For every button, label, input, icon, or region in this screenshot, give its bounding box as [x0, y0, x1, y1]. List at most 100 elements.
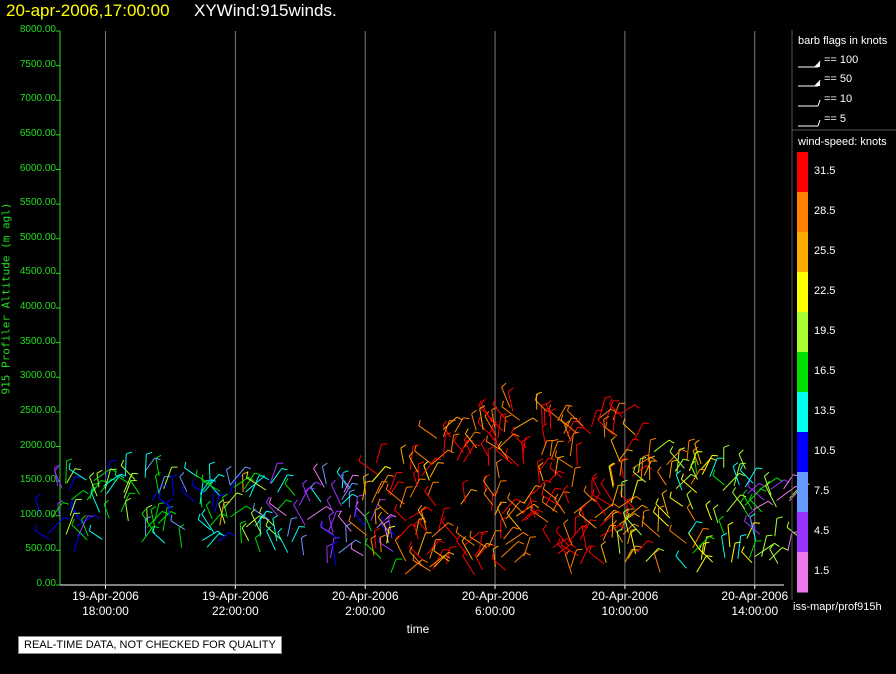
wind-barb-flag [349, 489, 355, 493]
wind-barb [505, 453, 520, 467]
wind-barb [229, 466, 246, 486]
wind-barb-flag [205, 500, 211, 506]
wind-barb-flag [742, 489, 748, 495]
wind-barb-flag [507, 387, 514, 392]
wind-barb [171, 477, 175, 496]
wind-barb [277, 474, 288, 493]
wind-barb [146, 507, 148, 524]
wind-barb [433, 550, 450, 562]
wind-barb [456, 440, 468, 461]
wind-barb [208, 464, 211, 480]
wind-barb [737, 535, 742, 559]
wind-barb [761, 535, 767, 557]
x-tick-label: 20-Apr-2006 6:00:00 [445, 589, 545, 619]
wind-barb-flag [62, 502, 69, 505]
wind-barb-flag [449, 546, 456, 548]
wind-barb-flag [608, 462, 615, 467]
wind-barb-flag [680, 473, 684, 480]
wind-barb-flag [381, 443, 388, 445]
wind-barb [348, 520, 367, 536]
wind-barb [498, 446, 509, 460]
wind-barb [341, 493, 353, 505]
wind-barb-flag [146, 504, 153, 509]
wind-barb [692, 536, 710, 554]
wind-barb [492, 548, 496, 567]
wind-barb-flag [622, 417, 626, 424]
wind-barb [748, 514, 756, 531]
wind-barb-flag [617, 528, 623, 533]
wind-barb-flag [710, 457, 717, 461]
wind-barb [270, 468, 283, 484]
wind-barb-flag [504, 448, 509, 455]
wind-barb-flag [650, 437, 657, 441]
wind-barb-flag [455, 526, 459, 533]
wind-barb [104, 469, 111, 489]
wind-barb [568, 525, 583, 543]
wind-barb [463, 444, 475, 463]
wind-barb-flag [70, 498, 75, 504]
flag-label-100: == 100 [824, 54, 859, 66]
wind-barb [408, 506, 428, 519]
wind-barb-flag [266, 526, 272, 532]
wind-barb-flag [171, 473, 178, 478]
wind-barb [571, 468, 576, 487]
wind-barb-flag [388, 514, 395, 519]
wind-barb [503, 526, 514, 540]
wind-barb-flag [641, 516, 645, 522]
wind-barb [252, 508, 270, 521]
wind-barb-flag [618, 484, 625, 486]
wind-barb-flag [100, 480, 107, 483]
wind-barb-flag [118, 474, 125, 479]
wind-barb [431, 522, 449, 538]
wind-barb-flag [619, 524, 626, 529]
wind-barb [461, 540, 473, 560]
wind-barb-flag [266, 510, 273, 514]
wind-barb-flag [388, 474, 395, 477]
wind-barb-flag [443, 549, 450, 551]
wind-barb [552, 491, 565, 512]
wind-barb [632, 465, 647, 477]
wind-barb [326, 546, 328, 564]
wind-barb-flag [178, 524, 185, 528]
wind-barb [501, 406, 520, 421]
wind-barb [636, 540, 649, 553]
wind-barb-flag [448, 551, 455, 555]
y-tick-label: 5000.00 [19, 231, 56, 243]
wind-barb [90, 491, 101, 513]
wind-barb-flag [758, 482, 765, 487]
wind-barb-flag [563, 485, 569, 490]
wind-barb-flag [634, 513, 640, 518]
wind-barb [561, 544, 579, 557]
wind-barb-flag [120, 459, 125, 466]
wind-barb-flag [364, 511, 370, 517]
wind-barb-flag [610, 463, 616, 468]
flag-symbol-pennant [814, 61, 820, 67]
wind-barb [491, 494, 493, 511]
wind-barb-flag [365, 480, 372, 483]
wind-barb [686, 440, 690, 461]
wind-barb [51, 502, 64, 518]
wind-barb-flag [630, 528, 637, 534]
wind-barb-flag [721, 532, 728, 537]
wind-barb-flag [497, 441, 502, 447]
wind-barb-flag [581, 523, 588, 529]
wind-barb-flag [462, 550, 467, 556]
wind-barb-flag [145, 516, 152, 520]
wind-barb [332, 544, 337, 566]
wind-barb-flag [299, 526, 306, 528]
wind-barb-flag [642, 422, 649, 424]
wind-barb [35, 497, 41, 515]
wind-barb-flag [578, 507, 582, 514]
wind-barb-flag [523, 531, 529, 537]
wind-barb-flag [592, 473, 597, 479]
wind-barb [65, 460, 68, 484]
wind-barb [625, 499, 629, 514]
wind-barb-flag [774, 542, 780, 548]
wind-barb-flag [141, 508, 147, 515]
wind-barb [657, 507, 660, 532]
wind-barb [446, 547, 451, 565]
wind-barb-flag [241, 523, 247, 529]
wind-barb-flag [633, 523, 640, 527]
wind-barb-flag [209, 461, 215, 465]
